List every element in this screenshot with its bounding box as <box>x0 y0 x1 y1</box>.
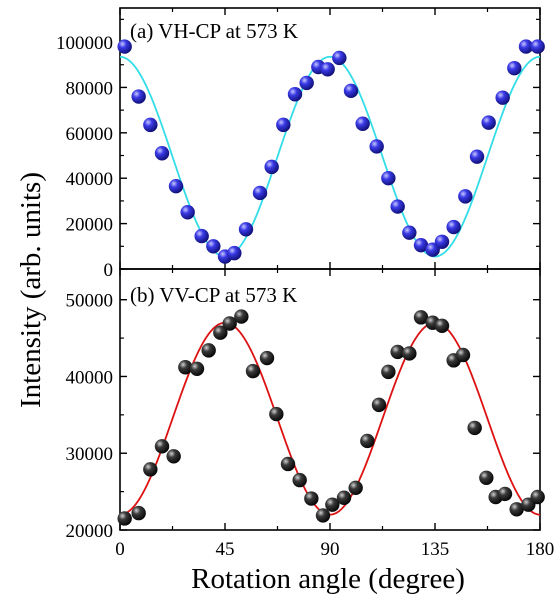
data-point-b <box>259 350 275 366</box>
data-point-a <box>495 90 510 105</box>
x-tick-label: 0 <box>115 539 125 560</box>
data-point-a <box>507 60 522 76</box>
data-point-a <box>194 228 209 244</box>
data-point-b <box>325 497 340 512</box>
data-point-b <box>234 309 249 324</box>
data-point-b <box>509 502 524 517</box>
data-point-b <box>280 456 296 472</box>
data-point-b <box>201 343 216 358</box>
data-point-b <box>222 316 237 331</box>
data-point-b <box>360 433 375 449</box>
data-point-b <box>304 491 319 506</box>
data-point-b <box>497 486 513 502</box>
data-point-a <box>458 189 473 204</box>
data-point-b <box>315 508 331 523</box>
data-point-b <box>390 344 405 360</box>
data-point-a <box>264 159 279 175</box>
data-point-b <box>189 361 205 376</box>
data-point-b <box>434 318 450 334</box>
data-point-a <box>154 146 170 161</box>
data-point-a <box>276 117 291 133</box>
data-point-b <box>381 364 396 380</box>
y-tick-label-b: 50000 <box>66 291 114 312</box>
data-point-b <box>269 406 284 422</box>
plot-frame-a <box>119 7 541 270</box>
y-tick-label-b: 30000 <box>66 444 114 465</box>
data-point-a <box>287 87 303 102</box>
x-axis-title: Rotation angle (degree) <box>191 563 465 595</box>
data-point-a <box>481 115 496 130</box>
data-point-b <box>213 325 228 340</box>
panel-a: 0 20000 40000 60000 80000 100000 (a) VH-CP at … <box>56 7 545 281</box>
data-point-b <box>178 360 193 375</box>
y-axis-title: Intensity (arb. units) <box>15 172 47 408</box>
data-point-b <box>467 420 482 436</box>
data-point-a <box>518 39 534 54</box>
data-point-b <box>402 346 417 361</box>
data-point-a <box>343 83 359 99</box>
data-point-a <box>446 219 461 235</box>
panel-label-b: (b) VV-CP at 573 K <box>130 283 297 307</box>
data-point-a <box>252 185 268 201</box>
data-point-a <box>530 39 545 54</box>
data-point-b <box>371 397 387 413</box>
data-point-b <box>530 489 545 505</box>
data-point-a <box>180 205 195 220</box>
plot-frame-b <box>119 268 541 531</box>
data-point-a <box>332 50 347 66</box>
data-point-a <box>469 149 485 164</box>
data-point-a <box>238 222 254 237</box>
data-point-a <box>369 139 384 154</box>
data-point-a <box>413 237 429 253</box>
data-point-a <box>117 39 132 54</box>
data-point-b <box>154 439 170 454</box>
y-tick-label-a: 60000 <box>66 124 114 145</box>
data-point-a <box>168 178 184 194</box>
data-point-a <box>355 116 370 131</box>
y-tick-label-a: 80000 <box>66 78 114 99</box>
data-point-a <box>320 62 335 77</box>
data-point-b <box>348 480 363 495</box>
data-point-b <box>336 490 352 505</box>
data-point-b <box>117 511 132 526</box>
data-point-a <box>402 225 417 240</box>
data-point-a <box>381 171 396 186</box>
data-point-b <box>143 462 158 477</box>
x-tick-label: 180 <box>526 539 555 560</box>
data-point-b <box>479 470 494 485</box>
data-point-a <box>131 89 146 104</box>
y-tick-label-b: 40000 <box>66 367 114 388</box>
data-point-a <box>434 234 450 249</box>
data-point-b <box>455 347 471 363</box>
x-tick-label: 90 <box>321 539 340 560</box>
panel-b: 0 45 90 135 180 20000 30000 40000 50000 (b) VV-CP… <box>66 268 555 560</box>
x-tick-label: 45 <box>216 539 235 560</box>
data-point-b <box>166 449 181 464</box>
data-point-a <box>390 199 405 214</box>
data-point-a <box>206 239 221 254</box>
y-tick-label-a: 40000 <box>66 169 114 190</box>
y-tick-label-a: 20000 <box>66 215 114 236</box>
data-point-b <box>292 472 307 488</box>
data-point-a <box>299 75 314 91</box>
y-tick-label-a: 0 <box>104 260 114 281</box>
x-tick-label: 135 <box>421 539 450 560</box>
y-tick-label-a: 100000 <box>56 33 113 54</box>
fit-curve-b <box>119 321 541 516</box>
data-point-a <box>143 117 158 133</box>
panel-label-a: (a) VH-CP at 573 K <box>130 19 298 43</box>
data-point-b <box>131 505 146 521</box>
data-point-b <box>413 310 429 325</box>
y-tick-label-b: 20000 <box>66 521 114 542</box>
data-point-b <box>245 363 261 379</box>
data-point-a <box>227 245 242 261</box>
